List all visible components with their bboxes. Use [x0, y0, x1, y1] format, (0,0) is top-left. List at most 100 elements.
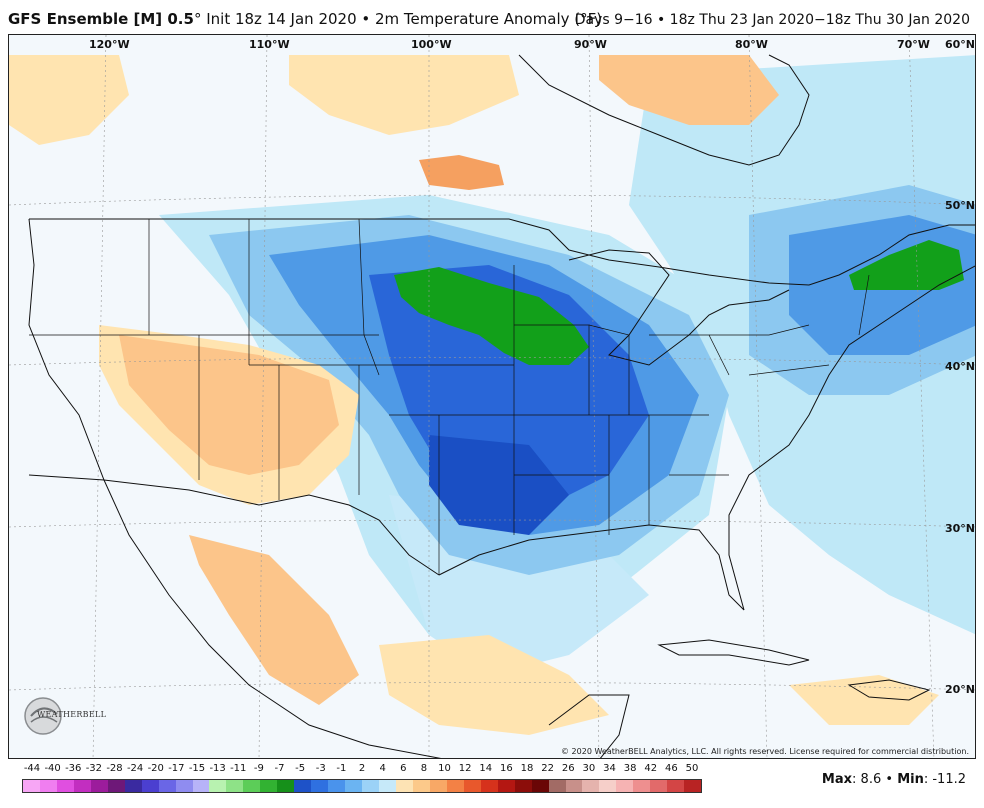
- colorbar-swatch: [90, 780, 108, 792]
- colorbar-label: -40: [44, 763, 61, 774]
- colorbar-label: -11: [230, 763, 247, 774]
- colorbar-label: 2: [358, 763, 366, 774]
- colorbar-swatch: [497, 780, 515, 792]
- min-label: Min: [897, 772, 924, 787]
- colorbar-swatch: [616, 780, 634, 792]
- colorbar-swatch: [362, 780, 380, 792]
- state-lines: [29, 218, 870, 575]
- max-min-readout: Max: 8.6 • Min: -11.2: [821, 772, 966, 787]
- colorbar-swatch: [412, 780, 430, 792]
- colorbar-swatch: [311, 780, 329, 792]
- colorbar-label: 34: [603, 763, 616, 774]
- colorbar-labels: -44 -40 -36 -32 -28 -24 -20 -17 -15 -13 -11 -9 -7 -5-…: [22, 763, 702, 777]
- copyright-notice: © 2020 WeatherBELL Analytics, LLC. All r…: [561, 747, 969, 756]
- colorbar-label: 30: [582, 763, 596, 774]
- colorbar-label: 4: [379, 763, 386, 774]
- us-canada-border: [29, 218, 975, 286]
- us-mexico-border: [28, 474, 440, 576]
- colorbar-swatch: [395, 780, 413, 792]
- colorbar-swatch: [328, 780, 346, 792]
- colorbar-swatch: [446, 780, 464, 792]
- separator: •: [885, 772, 894, 787]
- graticule: [9, 35, 975, 758]
- lon-label-110w: 110°W: [249, 38, 290, 51]
- colorbar-swatch: [124, 780, 142, 792]
- colorbar-label: -36: [65, 763, 82, 774]
- colorbar-swatch: [667, 780, 685, 792]
- colorbar-label: 26: [561, 763, 575, 774]
- colorbar-swatch: [582, 780, 600, 792]
- political-boundaries: [28, 54, 975, 758]
- map-panel[interactable]: 120°W 110°W 100°W 90°W 80°W 70°W 60°N 50…: [8, 34, 976, 759]
- colorbar-swatch: [514, 780, 532, 792]
- lat-label-20n: 20°N: [945, 683, 976, 696]
- colorbar-swatch: [531, 780, 549, 792]
- colorbar: -44 -40 -36 -32 -28 -24 -20 -17 -15 -13 -11 -9 -7 -5-…: [22, 763, 702, 803]
- warm-region-southwest-core: [119, 335, 339, 475]
- colorbar-swatch: [260, 780, 278, 792]
- warm-region-caribbean: [789, 675, 939, 725]
- max-label: Max: [821, 772, 853, 787]
- logo-text: WEATHERBELL: [37, 710, 107, 719]
- lon-label-80w: 80°W: [735, 38, 768, 51]
- valid-range: Days 9−16 • 18z Thu 23 Jan 2020−18z Thu …: [574, 12, 970, 28]
- lon-label-100w: 100°W: [411, 38, 452, 51]
- colorbar-swatch: [565, 780, 583, 792]
- colorbar-label: -1: [336, 763, 347, 774]
- colorbar-label: 22: [541, 763, 554, 774]
- colorbar-swatch: [226, 780, 244, 792]
- lat-label-40n: 40°N: [945, 360, 976, 373]
- very-cold-midwest: [394, 267, 589, 365]
- lon-label-90w: 90°W: [574, 38, 607, 51]
- colorbar-label: 50: [685, 763, 699, 774]
- colorbar-label: -24: [126, 763, 144, 774]
- chart-title: GFS Ensemble [M] 0.5° Init 18z 14 Jan 20…: [8, 10, 602, 28]
- colorbar-label: -5: [295, 763, 306, 774]
- colorbar-swatch: [141, 780, 159, 792]
- colorbar-swatch: [463, 780, 481, 792]
- max-value: 8.6: [860, 772, 882, 787]
- colorbar-swatch: [379, 780, 396, 792]
- hudson-bay-coast: [518, 54, 810, 166]
- colorbar-label: -13: [209, 763, 226, 774]
- colorbar-swatch: [548, 780, 566, 792]
- colorbar-label: 12: [458, 763, 472, 774]
- colorbar-swatch: [277, 780, 295, 792]
- anomaly-map: [9, 35, 975, 758]
- colorbar-label: -32: [85, 763, 103, 774]
- gulf-coast: [438, 524, 745, 611]
- great-lakes: [568, 249, 790, 366]
- colorbar-swatch: [192, 780, 210, 792]
- warm-region-northwest: [9, 55, 129, 145]
- colorbar-label: 46: [665, 763, 678, 774]
- east-coast: [728, 265, 975, 611]
- min-value: -11.2: [932, 772, 966, 787]
- colorbar-label: -44: [23, 763, 41, 774]
- lon-label-70w: 70°W: [897, 38, 930, 51]
- colorbar-label: -17: [168, 763, 185, 774]
- colorbar-swatch: [209, 780, 227, 792]
- lat-label-50n: 50°N: [945, 199, 976, 212]
- init-text: ° Init 18z 14 Jan 2020 • 2m Temperature …: [193, 10, 603, 28]
- colorbar-label: 16: [500, 763, 513, 774]
- colorbar-label: 8: [420, 763, 428, 774]
- colorbar-swatch: [633, 780, 651, 792]
- colorbar-swatch: [650, 780, 668, 792]
- colorbar-swatch: [56, 780, 74, 792]
- colorbar-label: 14: [479, 763, 493, 774]
- cuba: [657, 639, 810, 666]
- colorbar-swatch: [23, 780, 40, 792]
- colorbar-swatch: [243, 780, 261, 792]
- colorbar-swatch: [480, 780, 498, 792]
- west-coast: [28, 218, 442, 758]
- hispaniola: [847, 679, 931, 701]
- lon-label-120w: 120°W: [89, 38, 130, 51]
- colorbar-swatch: [345, 780, 363, 792]
- header: GFS Ensemble [M] 0.5° Init 18z 14 Jan 20…: [0, 0, 984, 34]
- colorbar-swatch: [107, 780, 125, 792]
- colorbar-label: -20: [147, 763, 164, 774]
- colorbar-label: 6: [400, 763, 407, 774]
- colorbar-label: -28: [106, 763, 123, 774]
- colorbar-label: 42: [644, 763, 658, 774]
- model-name: GFS Ensemble [M] 0.5: [8, 10, 194, 28]
